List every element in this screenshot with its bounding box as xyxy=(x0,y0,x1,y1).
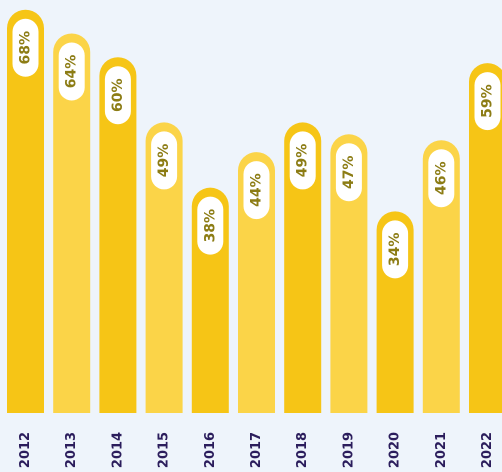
value-pill xyxy=(58,42,85,101)
x-tick-label: 2012 xyxy=(18,432,33,468)
value-label: 49% xyxy=(295,144,311,178)
bar xyxy=(53,33,91,413)
bar xyxy=(7,9,44,413)
value-pill xyxy=(474,72,501,131)
value-pill xyxy=(243,161,270,220)
value-label: 44% xyxy=(249,173,265,207)
x-tick-label: 2013 xyxy=(64,432,79,468)
bar xyxy=(330,134,368,414)
x-tick-label: 2021 xyxy=(434,432,449,468)
x-tick-label: 2022 xyxy=(480,432,495,468)
value-pill xyxy=(335,143,362,202)
value-label: 60% xyxy=(110,78,126,112)
value-pill xyxy=(289,131,316,190)
bar xyxy=(99,57,137,413)
value-label: 49% xyxy=(156,144,172,178)
x-tick-label: 2017 xyxy=(249,432,264,468)
x-tick-label: 2018 xyxy=(295,432,310,468)
value-pill xyxy=(382,220,409,279)
value-label: 59% xyxy=(480,84,496,118)
bar xyxy=(422,140,460,413)
value-pill xyxy=(104,66,131,125)
value-label: 34% xyxy=(387,233,403,267)
bar xyxy=(145,122,183,413)
value-pill xyxy=(12,18,39,77)
value-label: 47% xyxy=(341,156,357,190)
bar xyxy=(469,63,502,413)
x-tick-label: 2019 xyxy=(341,432,356,468)
value-pill xyxy=(428,149,455,208)
x-tick-label: 2016 xyxy=(203,432,218,468)
bar xyxy=(284,122,322,413)
value-label: 68% xyxy=(18,31,34,65)
value-pill xyxy=(197,196,224,255)
value-label: 46% xyxy=(433,161,449,195)
value-label: 38% xyxy=(202,209,218,243)
bar xyxy=(238,152,275,413)
x-tick-label: 2014 xyxy=(110,432,125,468)
x-tick-label: 2020 xyxy=(388,432,403,468)
value-pill xyxy=(151,131,178,190)
x-tick-label: 2015 xyxy=(157,432,172,468)
value-label: 64% xyxy=(64,55,80,89)
